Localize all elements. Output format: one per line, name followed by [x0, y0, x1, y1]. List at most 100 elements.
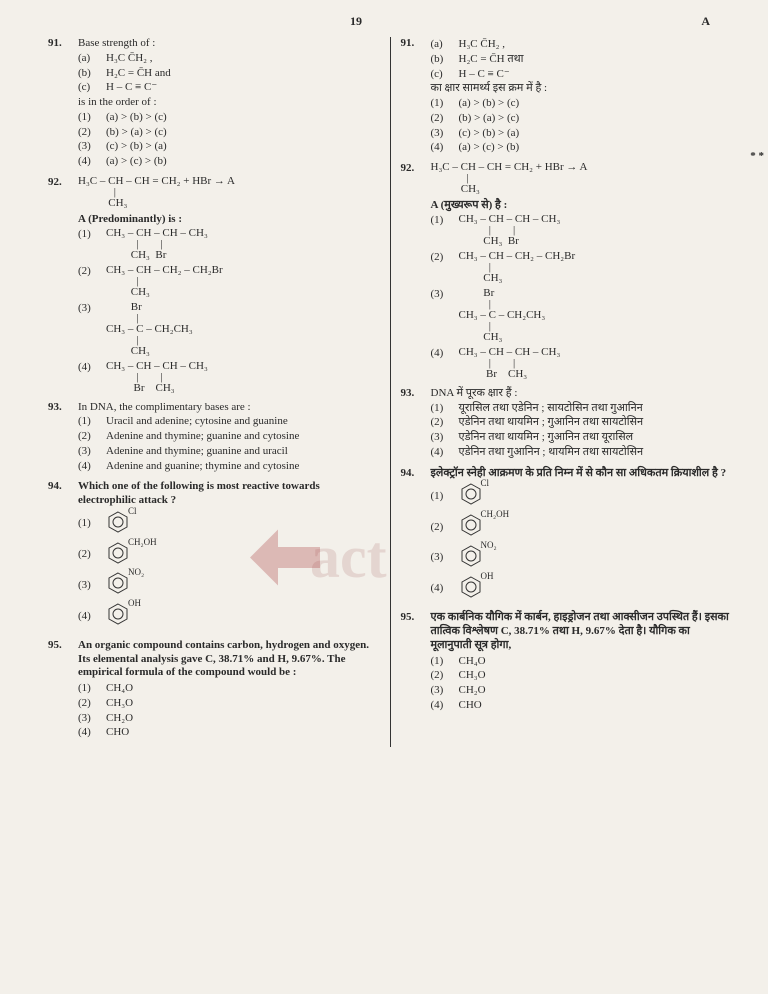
- option-label: (3): [78, 712, 106, 726]
- question-mid: is in the order of :: [78, 96, 380, 110]
- option-text: (a) > (c) > (b): [106, 155, 380, 169]
- substituent: Cl: [481, 478, 490, 489]
- option-4: (4)CH₃ – CH – CH – CH₃ | | Br CH₃: [78, 361, 380, 394]
- option-label: (4): [431, 141, 459, 155]
- option-3: (3)(c) > (b) > (a): [78, 140, 380, 154]
- option-structure: CH₃ – CH – CH – CH₃ | | Br CH₃: [459, 347, 561, 380]
- option-1: (1)Uracil and adenine; cytosine and guan…: [78, 415, 380, 429]
- option-label: (4): [78, 610, 106, 624]
- question-number: 95.: [48, 639, 78, 741]
- left-column: 91. Base strength of : (a)H₃C C̄H₂ , (b)…: [40, 37, 388, 747]
- reaction: H₃C – CH – CH = CH₂ + HBr → A: [78, 176, 380, 187]
- option-2: (2)एडेनिन तथा थायमिन ; गुआनिन तथा सायटोस…: [431, 416, 733, 430]
- option-text: CH₃O: [106, 697, 380, 711]
- part-label: (c): [431, 68, 459, 82]
- option-label: (1): [431, 402, 459, 416]
- option-label: (4): [431, 446, 459, 460]
- question-prompt: इलेक्ट्रॉन स्नेही आक्रमण के प्रति निम्न …: [431, 467, 733, 481]
- part-c: (c)H – C ≡ C⁻: [431, 68, 733, 82]
- option-3: (3)Adenine and thymine; guanine and urac…: [78, 445, 380, 459]
- option-1: (1)Cl: [459, 482, 733, 511]
- part-text: H₃C C̄H₂ ,: [459, 38, 733, 52]
- question-92-hi: 92. H₃C – CH – CH = CH₂ + HBr → A | CH₃ …: [401, 162, 733, 381]
- column-divider: [390, 37, 391, 747]
- part-b: (b)H₂C = C̄H and: [78, 67, 380, 81]
- option-label: (3): [431, 127, 459, 141]
- option-text: (a) > (b) > (c): [106, 111, 380, 125]
- part-text: H₂C = C̄H तथा: [459, 53, 733, 67]
- question-number: 91.: [48, 37, 78, 170]
- option-structure: Br | CH₃ – C – CH₂CH₃ | CH₃: [459, 288, 546, 343]
- option-label: (1): [78, 111, 106, 125]
- question-prompt: DNA में पूरक क्षार हैं :: [431, 387, 733, 401]
- question-prompt: Base strength of :: [78, 37, 380, 51]
- option-text: CH₂O: [459, 684, 733, 698]
- option-4: (4)OH: [106, 602, 380, 631]
- option-text: यूरासिल तथा एडेनिन ; सायटोसिन तथा गुआनिन: [459, 402, 733, 416]
- part-b: (b)H₂C = C̄H तथा: [431, 53, 733, 67]
- question-number: 94.: [48, 480, 78, 633]
- option-4: (4)OH: [459, 575, 733, 604]
- option-1: (1)CH₃ – CH – CH – CH₃ | | CH₃ Br: [78, 228, 380, 261]
- part-a: (a)H₃C C̄H₂ ,: [78, 52, 380, 66]
- option-1: (1)CH₃ – CH – CH – CH₃ | | CH₃ Br: [431, 214, 733, 247]
- question-93-hi: 93. DNA में पूरक क्षार हैं : (1)यूरासिल …: [401, 387, 733, 461]
- question-number: 91.: [401, 37, 431, 156]
- substituent: Cl: [128, 506, 137, 517]
- option-text: CH₄O: [459, 655, 733, 669]
- benzene-icon: [106, 571, 130, 600]
- question-number: 95.: [401, 611, 431, 713]
- substituent: OH: [481, 571, 494, 582]
- option-text: Adenine and guanine; thymine and cytosin…: [106, 460, 380, 474]
- option-text: एडेनिन तथा थायमिन ; गुआनिन तथा यूरासिल: [459, 431, 733, 445]
- option-label: (1): [78, 415, 106, 429]
- option-label: (4): [78, 361, 106, 394]
- option-1: (1)Cl: [106, 510, 380, 539]
- part-label: (a): [431, 38, 459, 52]
- option-label: (4): [431, 699, 459, 713]
- option-label: (3): [78, 302, 106, 357]
- option-label: (2): [431, 416, 459, 430]
- question-prompt: A (Predominantly) is :: [78, 213, 380, 227]
- option-3: (3)NO₂: [106, 571, 380, 600]
- option-label: (3): [78, 445, 106, 459]
- option-3: (3)CH₂O: [431, 684, 733, 698]
- benzene-icon: [459, 513, 483, 542]
- reaction: H₃C – CH – CH = CH₂ + HBr → A: [431, 162, 733, 173]
- option-3: (3)एडेनिन तथा थायमिन ; गुआनिन तथा यूरासि…: [431, 431, 733, 445]
- option-2: (2)CH₃O: [431, 669, 733, 683]
- part-label: (a): [78, 52, 106, 66]
- option-1: (1)(a) > (b) > (c): [78, 111, 380, 125]
- page-number: 19: [350, 14, 362, 29]
- substituent: CH₂OH: [481, 509, 510, 520]
- option-label: (2): [431, 521, 459, 535]
- option-2: (2)(b) > (a) > (c): [78, 126, 380, 140]
- substituent: NO₂: [481, 540, 497, 551]
- option-3: (3)CH₂O: [78, 712, 380, 726]
- question-number: 93.: [401, 387, 431, 461]
- reaction-sub: CH₃: [431, 184, 733, 195]
- option-2: (2)CH₃ – CH – CH₂ – CH₂Br | CH₃: [78, 265, 380, 298]
- part-text: H₃C C̄H₂ ,: [106, 52, 380, 66]
- option-label: (3): [78, 579, 106, 593]
- substituent: OH: [128, 598, 141, 609]
- option-label: (3): [431, 431, 459, 445]
- question-93: 93. In DNA, the complimentary bases are …: [48, 401, 380, 475]
- question-prompt: एक कार्बनिक यौगिक में कार्बन, हाइड्रोजन …: [431, 611, 733, 652]
- option-1: (1)यूरासिल तथा एडेनिन ; सायटोसिन तथा गुआ…: [431, 402, 733, 416]
- option-text: (b) > (a) > (c): [106, 126, 380, 140]
- option-1: (1)CH₄O: [431, 655, 733, 669]
- benzene-icon: [106, 602, 130, 631]
- option-4: (4)(a) > (c) > (b): [78, 155, 380, 169]
- question-91: 91. Base strength of : (a)H₃C C̄H₂ , (b)…: [48, 37, 380, 170]
- margin-mark: * *: [750, 150, 764, 164]
- benzene-icon: [106, 541, 130, 570]
- question-number: 94.: [401, 467, 431, 606]
- part-label: (b): [431, 53, 459, 67]
- option-3: (3)NO₂: [459, 544, 733, 573]
- option-label: (1): [78, 517, 106, 531]
- part-text: H – C ≡ C⁻: [459, 68, 733, 82]
- option-label: (1): [78, 228, 106, 261]
- option-3: (3) Br | CH₃ – C – CH₂CH₃ | CH₃: [431, 288, 733, 343]
- option-2: (2)Adenine and thymine; guanine and cyto…: [78, 430, 380, 444]
